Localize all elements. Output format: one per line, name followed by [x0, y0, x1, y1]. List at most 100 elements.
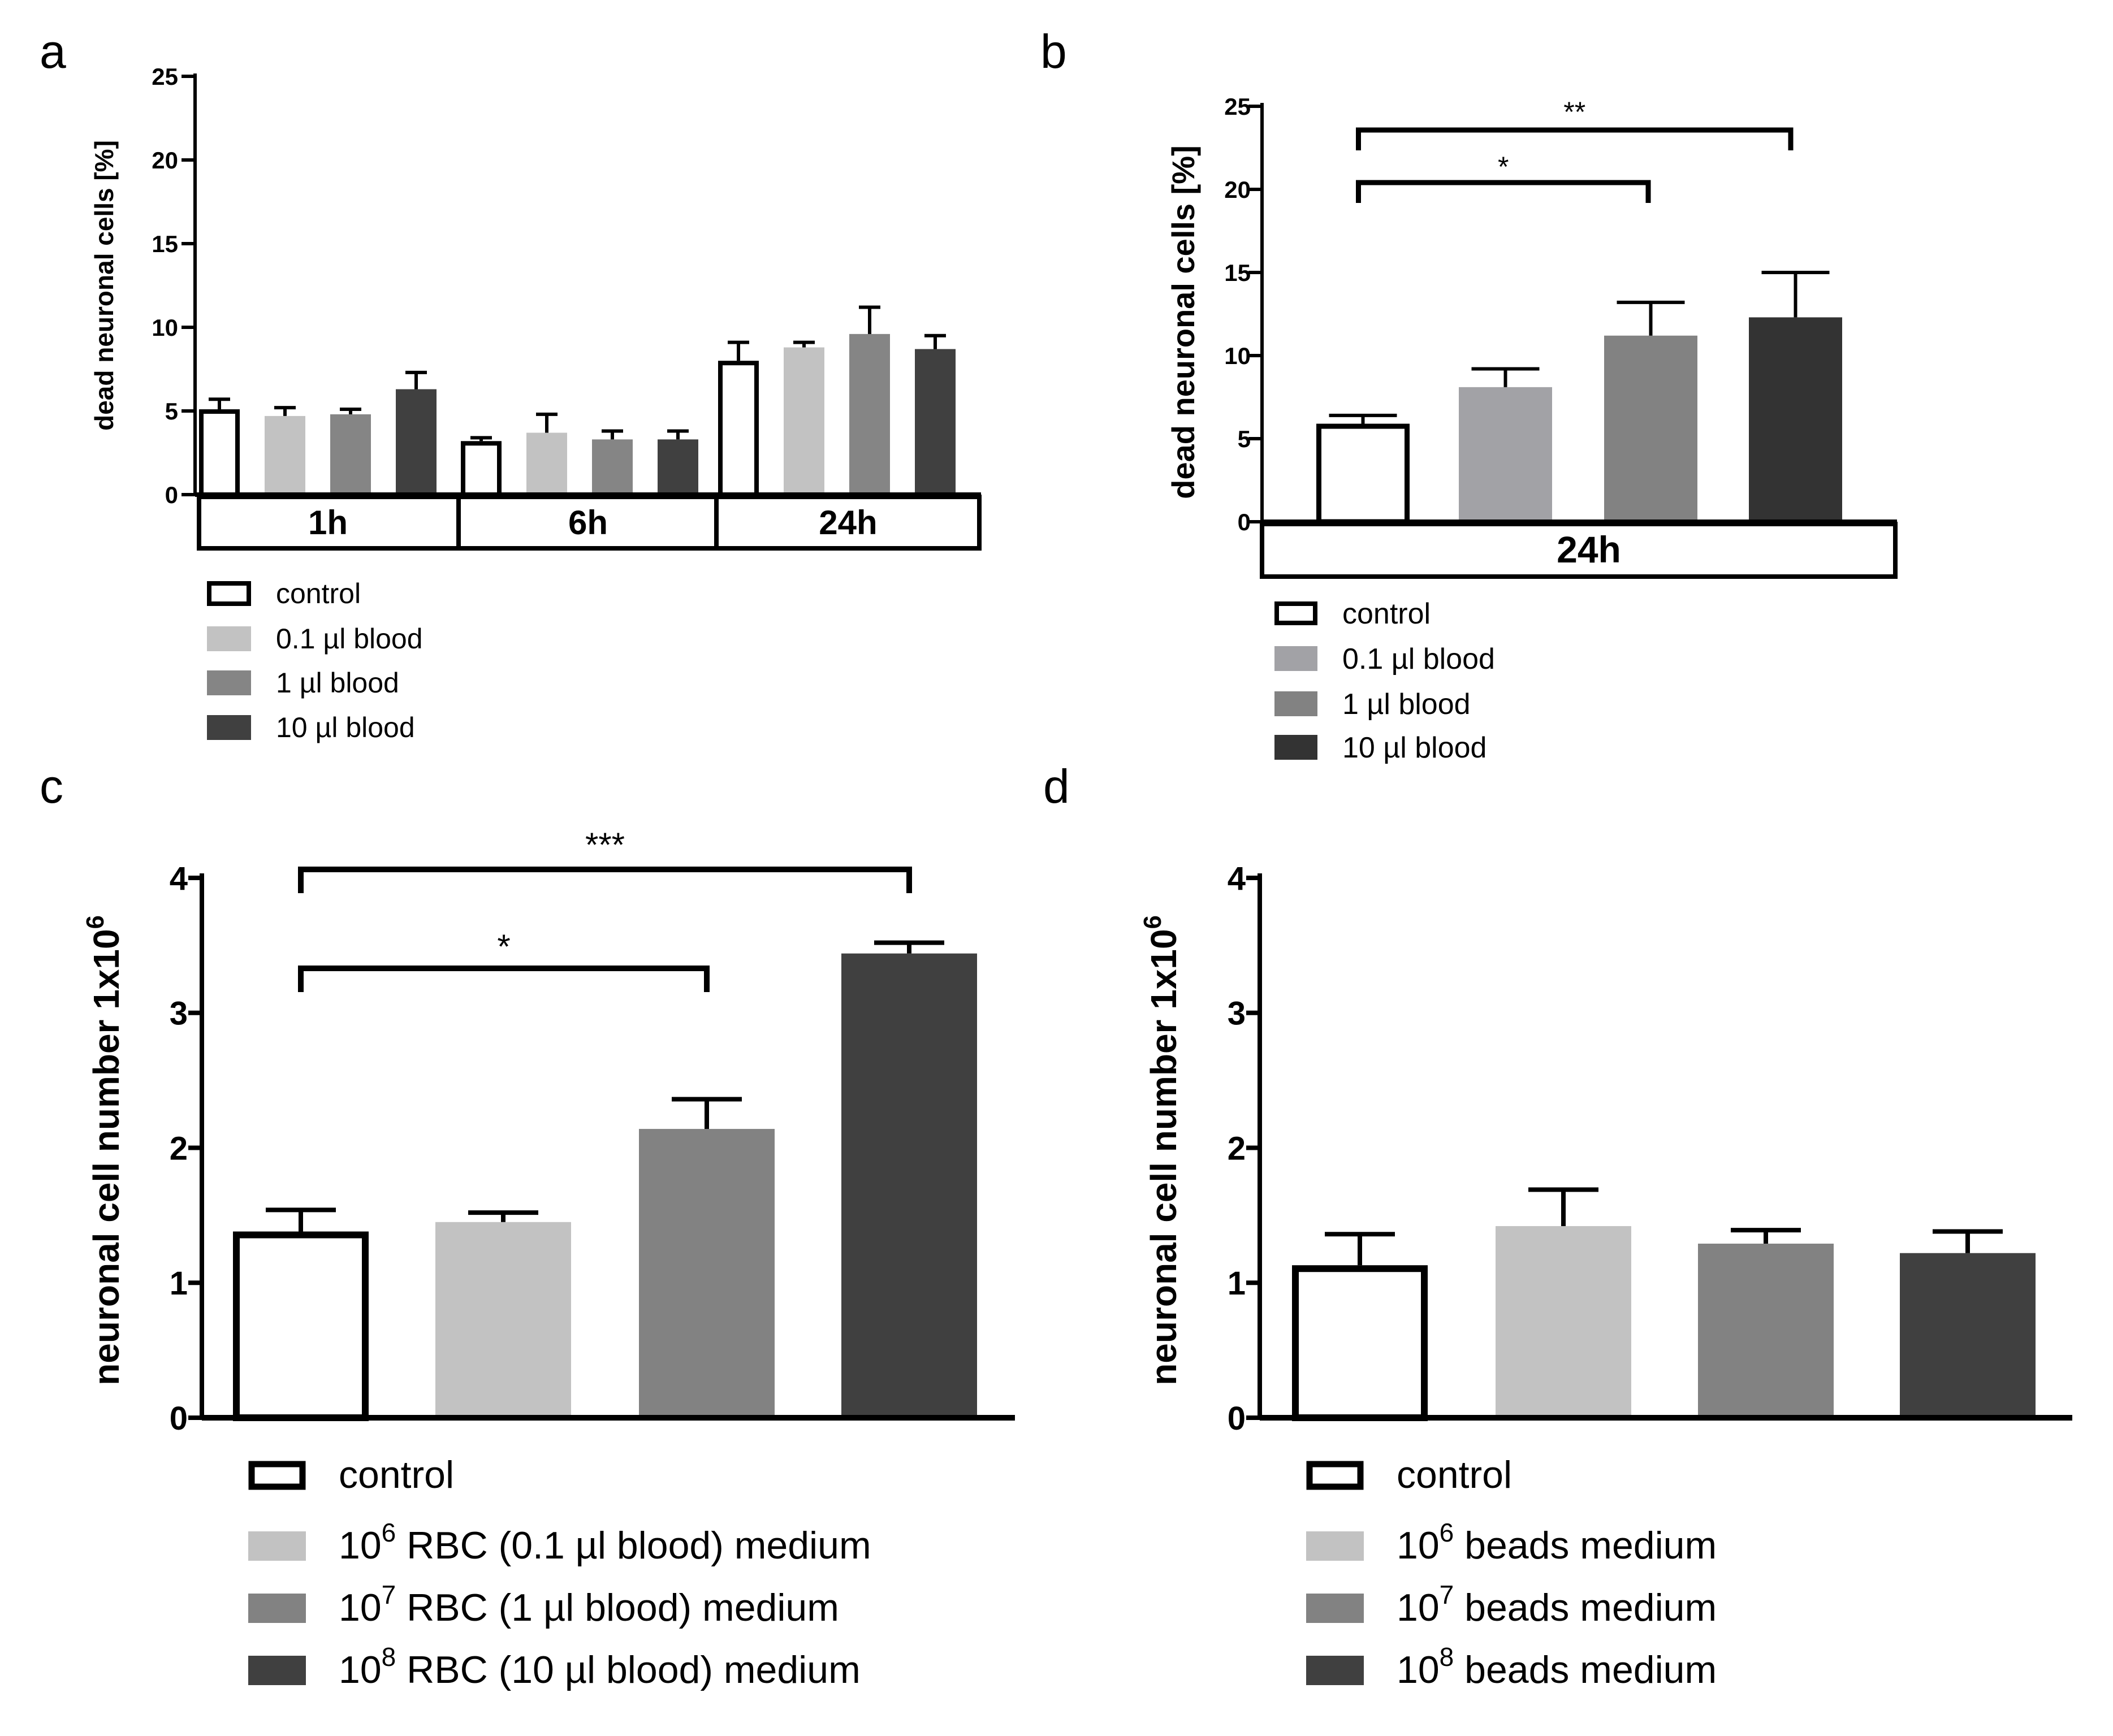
- y-tick-label: 2: [1228, 1130, 1246, 1167]
- panel-label-d: d: [1043, 760, 1070, 813]
- y-axis-label: dead neuronal cells [%]: [1165, 145, 1201, 499]
- significance-bracket: [298, 867, 912, 893]
- legend-label-superscript: 8: [1440, 1642, 1454, 1672]
- group-label-box: [197, 495, 982, 551]
- legend-label: control: [339, 1453, 454, 1496]
- legend-label-base: 10: [339, 1648, 382, 1691]
- legend-label: 10 µl blood: [276, 712, 415, 743]
- y-axis-label-text: neuronal cell number 1x10: [1143, 929, 1184, 1385]
- y-tick-label: 25: [1224, 93, 1251, 120]
- y-tick-label: 4: [1228, 860, 1246, 897]
- bar: [526, 432, 567, 495]
- y-axis-label: neuronal cell number 1x106: [1139, 915, 1184, 1386]
- legend-label: control: [1342, 598, 1431, 630]
- bar: [841, 953, 977, 1418]
- bar: [461, 441, 502, 497]
- y-tick-label: 20: [1224, 176, 1251, 203]
- y-tick-label: 0: [170, 1400, 188, 1437]
- bar: [1698, 1244, 1834, 1418]
- panel-label-a: a: [40, 25, 66, 78]
- y-tick-label: 1: [1228, 1265, 1246, 1302]
- y-axis-label: dead neuronal cells [%]: [89, 140, 119, 431]
- legend-swatch: [1306, 1594, 1364, 1623]
- bar: [199, 409, 240, 497]
- y-axis-label-superscript: 6: [1139, 915, 1166, 929]
- y-tick-label: 3: [1228, 995, 1246, 1032]
- legend-label: 107 beads medium: [1397, 1580, 1717, 1629]
- significance-label: *: [1498, 151, 1509, 183]
- legend-label: control: [276, 578, 361, 609]
- legend-swatch: [207, 581, 251, 606]
- y-tick-label: 3: [170, 995, 188, 1032]
- bar: [435, 1222, 571, 1418]
- legend-label: 108 beads medium: [1397, 1642, 1717, 1691]
- legend-swatch: [207, 626, 251, 651]
- y-tick-label: 1: [170, 1265, 188, 1302]
- y-tick-label: 10: [152, 314, 178, 341]
- panel-label-b: b: [1040, 25, 1067, 78]
- y-axis-label-superscript: 6: [82, 915, 109, 929]
- legend-label: 10 µl blood: [1342, 731, 1487, 764]
- y-axis-label-text: dead neuronal cells [%]: [1165, 145, 1201, 499]
- y-tick-label: 15: [1224, 259, 1251, 286]
- y-axis-label-text: neuronal cell number 1x10: [86, 929, 127, 1385]
- significance-label: **: [1563, 96, 1585, 128]
- bar: [1900, 1253, 2036, 1418]
- legend-swatch: [1274, 646, 1317, 671]
- legend-swatch: [1306, 1461, 1364, 1490]
- y-axis-label: neuronal cell number 1x106: [82, 915, 127, 1386]
- legend-swatch: [1274, 601, 1317, 625]
- significance-label: *: [497, 928, 510, 966]
- significance-bracket: [1356, 127, 1794, 150]
- legend-label-superscript: 7: [382, 1580, 396, 1609]
- legend-label: 1 µl blood: [276, 667, 399, 699]
- bar: [915, 349, 956, 495]
- bar: [1316, 423, 1410, 525]
- legend-swatch: [248, 1531, 306, 1561]
- legend-swatch: [207, 715, 251, 740]
- legend-label-base: 10: [1397, 1648, 1440, 1691]
- legend-swatch: [1306, 1656, 1364, 1685]
- y-tick-label: 5: [1238, 426, 1251, 452]
- group-label-box: [1260, 522, 1898, 579]
- legend-label-base: 10: [339, 1524, 382, 1567]
- panel-a-chart: 0 5 10 15 20 25 dead neuronal cells [%] 1h 6h 24h…: [89, 63, 982, 743]
- legend-label-base: control: [1397, 1453, 1512, 1496]
- legend-label: 108 RBC (10 µl blood) medium: [339, 1642, 861, 1691]
- y-tick-label: 25: [152, 63, 178, 90]
- bar: [718, 361, 759, 497]
- y-tick-label: 15: [152, 231, 178, 257]
- y-tick-label: 4: [170, 860, 188, 897]
- y-tick-label: 5: [165, 398, 178, 425]
- bar: [1496, 1226, 1631, 1418]
- legend-swatch: [1306, 1531, 1364, 1561]
- bar: [233, 1231, 369, 1421]
- legend-label-base: 10: [339, 1586, 382, 1629]
- legend-label-base: control: [339, 1453, 454, 1496]
- y-tick-label: 0: [1238, 509, 1251, 535]
- bar: [849, 334, 890, 495]
- bar: [1749, 317, 1842, 522]
- panel-label-c: c: [40, 760, 63, 813]
- legend-label: control: [1397, 1453, 1512, 1496]
- legend-swatch: [248, 1461, 306, 1490]
- legend-label: 1 µl blood: [1342, 688, 1471, 721]
- legend-label-text: beads medium: [1454, 1648, 1717, 1691]
- bar: [330, 414, 371, 495]
- bar: [658, 439, 698, 495]
- legend-swatch: [1274, 691, 1317, 716]
- legend-label-text: RBC (1 µl blood) medium: [396, 1586, 839, 1629]
- bar: [592, 439, 633, 495]
- bar: [1459, 387, 1552, 522]
- legend-label: 106 beads medium: [1397, 1518, 1717, 1567]
- bar: [396, 389, 437, 495]
- group-label: 24h: [1557, 529, 1621, 570]
- significance-bracket: [1356, 180, 1651, 203]
- legend-label-base: 10: [1397, 1524, 1440, 1567]
- group-label: 1h: [308, 504, 348, 542]
- legend-swatch: [1274, 735, 1317, 760]
- legend-label-text: RBC (0.1 µl blood) medium: [396, 1524, 871, 1567]
- bar: [1604, 335, 1697, 522]
